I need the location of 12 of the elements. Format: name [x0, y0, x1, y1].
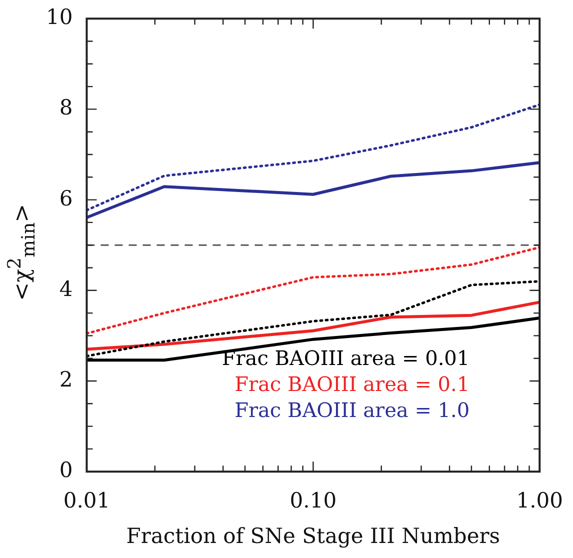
text: Frac BAOIII area = 1.0 [234, 398, 470, 422]
y-tick-label: 10 [46, 5, 73, 30]
series-label: Frac BAOIII area = 0.1 [234, 372, 470, 396]
y-tick-label: 2 [59, 367, 73, 392]
x-tick-label: 0.01 [63, 488, 110, 513]
x-axis-title: Fraction of SNe Stage III Numbers [126, 524, 500, 548]
y-tick-label: 8 [59, 96, 73, 120]
x-tick-label: 0.10 [290, 488, 337, 513]
y-tick-label: 0 [59, 458, 73, 482]
x-tick-label: 1.00 [516, 488, 564, 513]
y-tick-label: 6 [59, 186, 73, 210]
y-tick-label: 4 [59, 276, 73, 301]
